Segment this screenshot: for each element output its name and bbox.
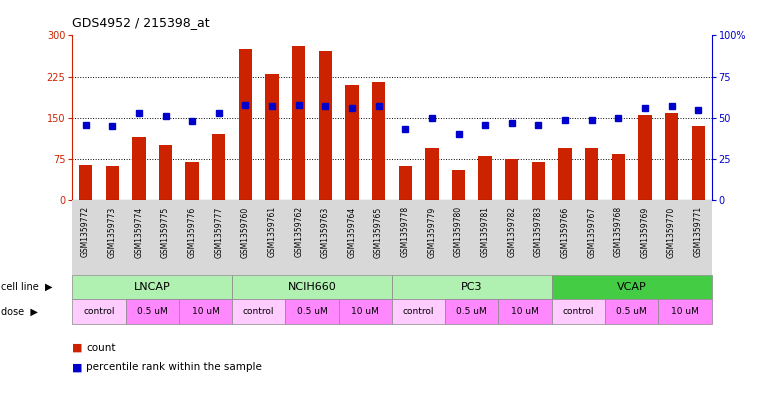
Text: GSM1359773: GSM1359773 [108, 206, 116, 258]
Text: GSM1359779: GSM1359779 [428, 206, 436, 258]
Text: 10 uM: 10 uM [511, 307, 539, 316]
Bar [266, 74, 279, 200]
Text: control: control [403, 307, 435, 316]
Bar [106, 166, 119, 200]
Bar [585, 148, 598, 200]
Text: GSM1359783: GSM1359783 [534, 206, 543, 257]
Bar [319, 51, 332, 200]
Bar [505, 159, 518, 200]
Text: 0.5 uM: 0.5 uM [297, 307, 327, 316]
Text: ■: ■ [72, 343, 83, 353]
Text: GSM1359761: GSM1359761 [268, 206, 276, 257]
Bar [665, 114, 678, 200]
Text: PC3: PC3 [461, 282, 482, 292]
Text: GSM1359767: GSM1359767 [587, 206, 596, 258]
Bar [392, 299, 445, 324]
Text: 0.5 uM: 0.5 uM [457, 307, 487, 316]
Bar [72, 275, 232, 299]
Bar [498, 299, 552, 324]
Text: VCAP: VCAP [616, 282, 647, 292]
Bar [552, 275, 712, 299]
Text: control: control [562, 307, 594, 316]
Text: GSM1359769: GSM1359769 [641, 206, 649, 258]
Bar [285, 299, 339, 324]
Bar [232, 275, 392, 299]
Text: GSM1359765: GSM1359765 [374, 206, 383, 258]
Text: 10 uM: 10 uM [352, 307, 379, 316]
Text: count: count [86, 343, 116, 353]
Bar [79, 165, 92, 200]
Text: GDS4952 / 215398_at: GDS4952 / 215398_at [72, 17, 210, 29]
Text: GSM1359768: GSM1359768 [614, 206, 622, 257]
Bar [638, 115, 651, 200]
Text: GSM1359777: GSM1359777 [215, 206, 223, 258]
Bar [126, 299, 179, 324]
Text: GSM1359766: GSM1359766 [561, 206, 569, 258]
Bar [452, 170, 465, 200]
Bar [559, 148, 572, 200]
Text: GSM1359770: GSM1359770 [667, 206, 676, 258]
Text: cell line  ▶: cell line ▶ [1, 282, 53, 292]
Bar [612, 154, 625, 200]
Bar [159, 145, 172, 200]
Text: LNCAP: LNCAP [134, 282, 170, 292]
Text: GSM1359776: GSM1359776 [188, 206, 196, 258]
Text: 10 uM: 10 uM [671, 307, 699, 316]
Text: GSM1359763: GSM1359763 [321, 206, 330, 258]
Text: GSM1359771: GSM1359771 [694, 206, 702, 257]
Text: ■: ■ [72, 362, 83, 373]
Bar [292, 46, 305, 200]
Bar [532, 162, 545, 200]
Text: dose  ▶: dose ▶ [1, 307, 37, 317]
Bar [692, 126, 705, 200]
Bar [552, 299, 605, 324]
Text: GSM1359772: GSM1359772 [81, 206, 90, 257]
Bar [399, 166, 412, 200]
Text: percentile rank within the sample: percentile rank within the sample [86, 362, 262, 373]
Text: 0.5 uM: 0.5 uM [137, 307, 167, 316]
Bar [605, 299, 658, 324]
Text: GSM1359782: GSM1359782 [508, 206, 516, 257]
Text: GSM1359760: GSM1359760 [241, 206, 250, 258]
Bar [232, 299, 285, 324]
Bar [445, 299, 498, 324]
Bar [345, 85, 358, 200]
Bar [425, 148, 438, 200]
Bar [392, 275, 552, 299]
Text: 10 uM: 10 uM [192, 307, 219, 316]
Text: control: control [243, 307, 275, 316]
Bar [72, 299, 126, 324]
Bar [239, 49, 252, 200]
Text: GSM1359762: GSM1359762 [295, 206, 303, 257]
Bar [212, 134, 225, 200]
Bar [658, 299, 712, 324]
Text: GSM1359780: GSM1359780 [454, 206, 463, 257]
Bar [339, 299, 392, 324]
Text: 0.5 uM: 0.5 uM [616, 307, 647, 316]
Text: NCIH660: NCIH660 [288, 282, 336, 292]
Text: GSM1359781: GSM1359781 [481, 206, 489, 257]
Text: GSM1359775: GSM1359775 [161, 206, 170, 258]
Bar [479, 156, 492, 200]
Bar [186, 162, 199, 200]
Bar [372, 82, 385, 200]
Text: GSM1359764: GSM1359764 [348, 206, 356, 258]
Bar [132, 137, 145, 200]
Text: GSM1359774: GSM1359774 [135, 206, 143, 258]
Text: control: control [83, 307, 115, 316]
Bar [179, 299, 232, 324]
Text: GSM1359778: GSM1359778 [401, 206, 409, 257]
